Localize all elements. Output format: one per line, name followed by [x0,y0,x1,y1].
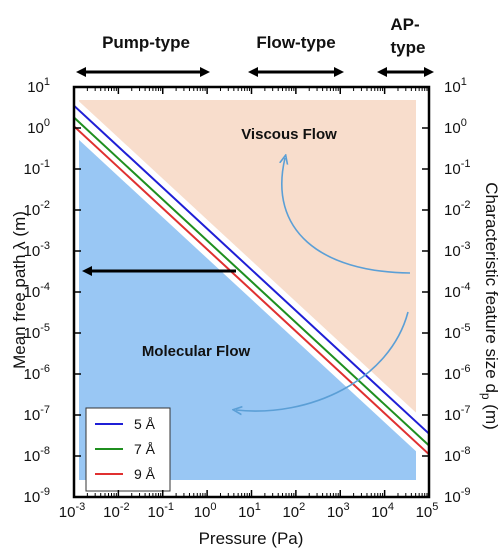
y-tick-label-left: 10-1 [24,158,50,178]
series-line-1 [73,116,430,447]
ap-type-label-line1: AP- [390,15,419,34]
y-tick-label-right: 10-7 [444,404,470,424]
viscous-flow-label: Viscous Flow [241,126,337,143]
y-axis-left-title: Mean free path λ (m) [10,211,29,369]
y-tick-label-right: 100 [444,117,467,137]
x-tick-label: 100 [194,501,217,521]
x-axis-title: Pressure (Pa) [199,529,304,548]
viscous-flow-region [79,100,416,413]
y-tick-label-left: 101 [27,76,50,96]
y-tick-label-left: 10-5 [24,322,50,342]
ap-type-label-line2: type [391,38,426,57]
axis-ticks: 10-3 10-2 10-1 100 101 102 103 104 105 101 101 100 1… [24,76,471,521]
legend: 5 Å 7 Å 9 Å [85,407,171,492]
x-tick-label: 104 [371,501,394,521]
y-tick-label-right: 10-6 [444,363,470,383]
y-axis-right-title: Characteristic feature size dp (m) [479,182,501,430]
y-tick-label-left: 10-9 [24,486,50,506]
x-tick-label: 10-1 [148,501,174,521]
series-lines [73,104,430,456]
series-line-0 [73,104,430,435]
pressure-range-annotations: Pump-type Flow-type AP- type [76,15,434,77]
y-tick-label-right: 101 [444,76,467,96]
y-tick-label-left: 10-3 [24,240,50,260]
y-tick-label-left: 10-8 [24,445,50,465]
y-tick-label-left: 10-4 [24,281,50,301]
x-tick-label: 10-2 [103,501,129,521]
plot-area: Viscous Flow Molecular Flow 5 Å 7 Å 9 Å [72,85,431,499]
pump-type-label: Pump-type [102,33,190,52]
series-line-2 [73,125,430,456]
x-tick-label: 102 [282,501,305,521]
molecular-flow-label: Molecular Flow [142,343,251,360]
x-tick-label: 103 [327,501,350,521]
x-tick-label: 10-3 [59,501,85,521]
y-tick-label-right: 10-8 [444,445,470,465]
y-tick-label-right: 10-1 [444,158,470,178]
legend-label-7a: 7 Å [134,441,156,457]
y-tick-label-left: 100 [27,117,50,137]
y-tick-label-left: 10-6 [24,363,50,383]
flow-type-label: Flow-type [256,33,335,52]
molecular-flow-curved-arrow [236,311,409,411]
y-tick-label-left: 10-7 [24,404,50,424]
y-tick-label-right: 10-4 [444,281,470,301]
x-tick-label: 105 [416,501,439,521]
y-tick-label-right: 10-5 [444,322,470,342]
x-tick-label: 101 [238,501,261,521]
viscous-flow-curved-arrow [282,158,411,274]
y-tick-label-left: 10-2 [24,199,50,219]
y-tick-label-right: 10-3 [444,240,470,260]
legend-label-5a: 5 Å [134,416,156,432]
legend-label-9a: 9 Å [134,466,156,482]
y-tick-label-right: 10-2 [444,199,470,219]
y-tick-label-right: 10-9 [444,486,470,506]
